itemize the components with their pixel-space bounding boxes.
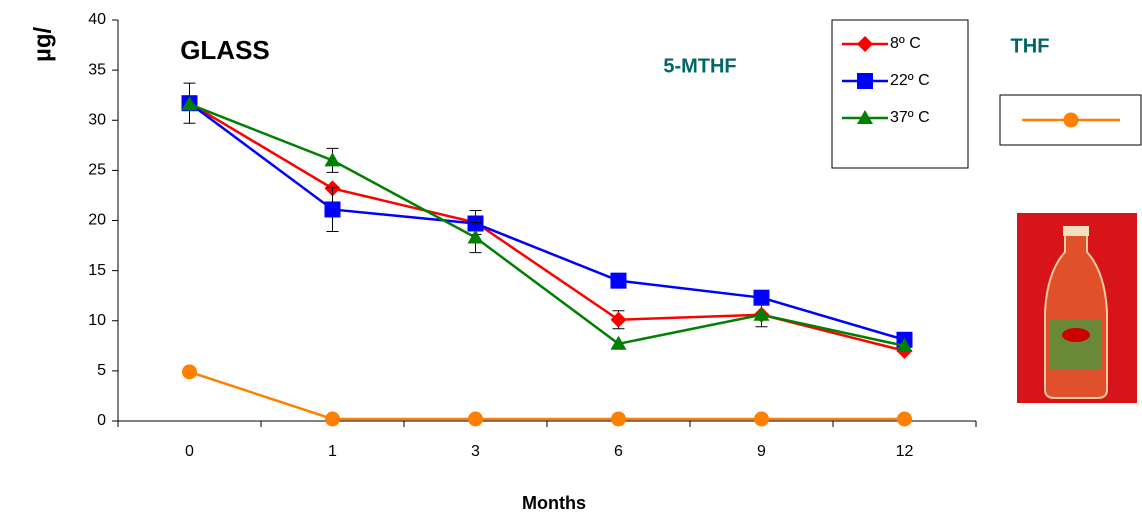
x-tick-label: 0 xyxy=(185,443,194,460)
y-axis-label: µg/ xyxy=(29,27,56,62)
y-tick-label: 30 xyxy=(88,111,106,128)
data-point xyxy=(324,152,341,167)
data-point xyxy=(896,337,913,352)
data-point xyxy=(754,411,769,427)
legend-label: 37º C xyxy=(890,109,930,126)
x-tick-label: 9 xyxy=(757,443,766,460)
data-point xyxy=(468,411,483,427)
annotation: THF xyxy=(1011,35,1050,57)
series-line xyxy=(188,102,905,341)
legend-marker xyxy=(1063,112,1079,128)
legend-label: 22º C xyxy=(890,72,930,89)
y-tick-label: 25 xyxy=(88,162,106,179)
x-tick-label: 3 xyxy=(471,443,480,460)
data-point xyxy=(610,311,627,328)
y-tick-label: 15 xyxy=(88,262,106,279)
y-tick-label: 0 xyxy=(97,412,106,429)
x-tick-label: 6 xyxy=(614,443,623,460)
data-point xyxy=(610,335,627,350)
series-line xyxy=(188,102,905,353)
series-line xyxy=(189,370,905,421)
data-point xyxy=(182,364,197,380)
x-tick-label: 1 xyxy=(328,443,337,460)
data-point xyxy=(753,306,770,321)
chart-title: GLASS xyxy=(180,35,270,65)
data-point xyxy=(325,411,340,427)
annotation: 5-MTHF xyxy=(663,55,736,77)
data-point xyxy=(610,272,627,289)
legend-label: 8º C xyxy=(890,35,921,52)
y-tick-label: 10 xyxy=(88,312,106,329)
data-point xyxy=(897,411,912,427)
series-line xyxy=(189,103,905,348)
x-axis-label: Months xyxy=(522,493,586,513)
legend-marker xyxy=(857,36,873,52)
data-point xyxy=(324,201,341,218)
product-image xyxy=(1017,213,1137,403)
data-point xyxy=(753,289,770,306)
y-tick-label: 20 xyxy=(88,212,106,229)
data-point xyxy=(467,229,484,244)
data-point xyxy=(611,411,626,427)
legend-marker xyxy=(857,110,873,124)
y-tick-label: 5 xyxy=(97,362,106,379)
legend-marker xyxy=(857,73,873,89)
x-tick-label: 12 xyxy=(896,443,914,460)
y-tick-label: 35 xyxy=(88,61,106,78)
y-tick-label: 40 xyxy=(88,11,106,28)
data-point xyxy=(181,96,198,111)
